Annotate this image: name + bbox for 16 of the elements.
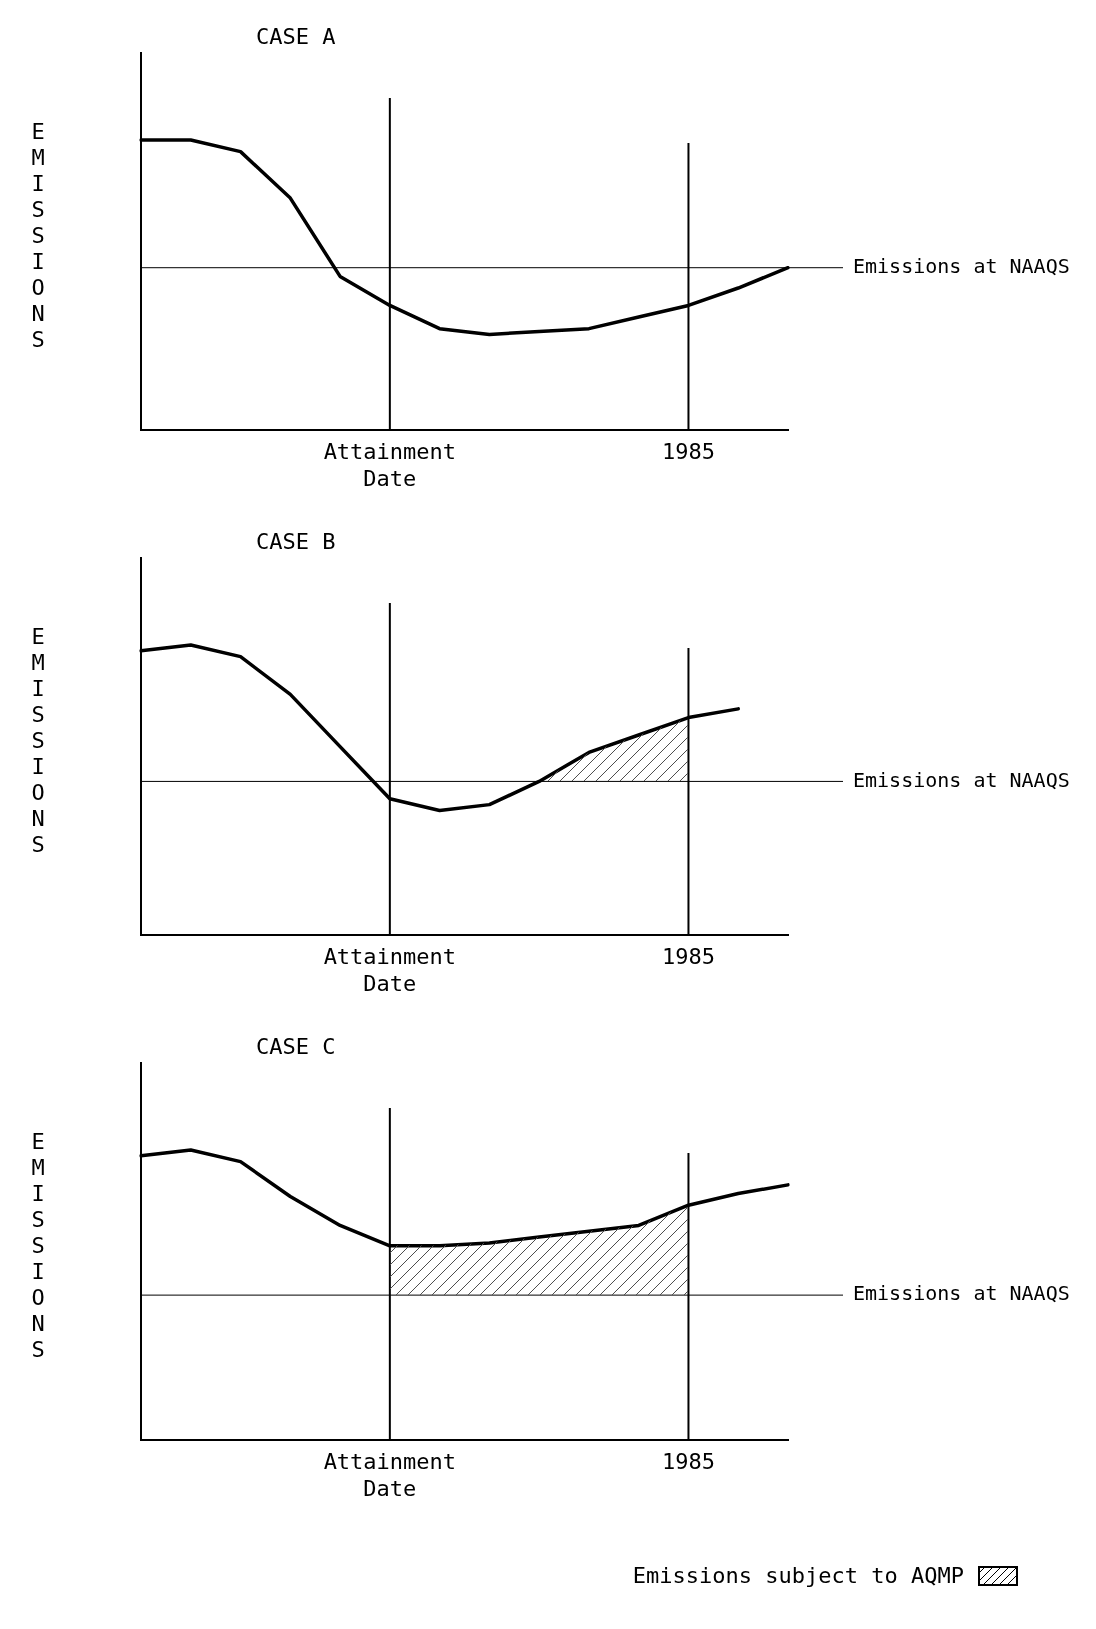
chart-title: CASE A [256,23,336,49]
x-tick-label: Attainment Date [323,439,457,491]
x-tick-label: 1985 [661,944,715,970]
chart-title: CASE B [256,528,336,554]
ref-line-label: Emissions at NAAQS [853,253,1070,278]
text: Emissions subject to AQMP [632,1563,964,1588]
x-tick-label: 1985 [661,439,715,465]
x-tick-label: Attainment Date [323,944,457,996]
ref-line-label: Emissions at NAAQS [853,767,1070,792]
text: EMISSIONS [31,1128,45,1362]
text: EMISSIONS [31,118,45,352]
x-tick-label: Attainment Date [323,1449,457,1501]
chart-title: CASE C [256,1033,336,1059]
ref-line-label: Emissions at NAAQS [853,1281,1070,1306]
text: EMISSIONS [31,623,45,857]
x-tick-label: 1985 [661,1449,715,1475]
